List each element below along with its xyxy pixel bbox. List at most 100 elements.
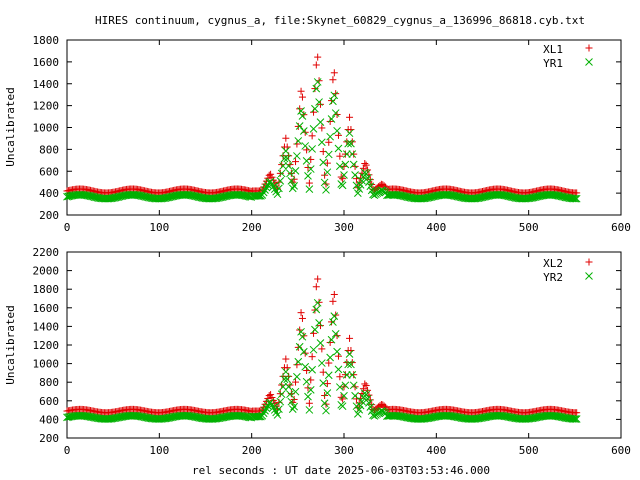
data-point-cross [309, 125, 318, 133]
data-point-cross [347, 139, 355, 148]
y-tick-label: 1600 [33, 302, 60, 315]
data-point-plus [312, 61, 320, 69]
data-point-cross [347, 360, 355, 369]
data-point-cross [329, 318, 337, 326]
legend-label-yr1: YR1 [543, 57, 563, 70]
y-tick-label: 800 [39, 376, 59, 389]
data-point-cross [348, 371, 357, 379]
x-tick-label: 500 [519, 221, 539, 234]
data-point-cross [266, 177, 275, 186]
data-point-cross [572, 194, 581, 203]
data-point-cross [349, 381, 358, 390]
data-point-cross [319, 158, 328, 167]
data-point-cross [362, 390, 371, 399]
data-point-plus [323, 159, 331, 167]
data-point-cross [571, 415, 580, 423]
data-point-cross [363, 174, 372, 182]
y-tick-label: 2000 [33, 265, 60, 278]
x-tick-label: 0 [64, 444, 71, 457]
data-point-plus [282, 355, 290, 363]
data-point-cross [353, 410, 362, 418]
data-point-plus [267, 170, 275, 178]
data-point-cross [330, 91, 339, 100]
data-point-plus [282, 134, 290, 142]
top-axis-ticks: 0 100 200 300 400 500 600 200 400 600 800 1000 1200 1… [33, 34, 631, 234]
data-point-plus [269, 396, 277, 404]
y-tick-label: 1400 [33, 78, 60, 91]
bottom-ylabel: Uncalibrated [4, 305, 17, 384]
data-point-cross [356, 401, 365, 410]
data-point-cross [284, 162, 293, 170]
data-point-cross [302, 157, 311, 165]
data-point-plus [326, 338, 334, 346]
data-point-cross [308, 365, 316, 374]
data-point-plus [341, 150, 349, 158]
data-point-plus [304, 163, 312, 171]
data-point-cross [276, 397, 285, 406]
data-point-plus [325, 138, 333, 146]
data-point-plus [330, 69, 338, 77]
data-point-cross [273, 411, 282, 419]
data-point-plus [361, 159, 369, 167]
data-point-cross [301, 142, 310, 150]
data-point-cross [342, 371, 351, 379]
x-tick-label: 200 [242, 221, 262, 234]
data-point-cross [262, 183, 271, 192]
data-point-cross [269, 403, 278, 412]
data-point-cross [277, 169, 286, 178]
data-point-plus [264, 394, 272, 402]
data-point-cross [355, 185, 364, 193]
data-point-cross [268, 180, 276, 189]
data-point-cross [290, 402, 298, 411]
data-point-plus [296, 105, 304, 113]
data-point-cross [262, 404, 271, 413]
data-point-cross [327, 335, 336, 344]
data-point-cross [351, 391, 359, 400]
data-point-cross [281, 147, 290, 155]
data-point-cross [304, 172, 312, 180]
data-point-plus [314, 275, 322, 283]
data-point-plus [314, 53, 322, 61]
legend-label-xl1: XL1 [543, 43, 563, 56]
bottom-panel: Uncalibrated 0 100 200 300 400 500 600 200 400 60… [4, 246, 631, 457]
data-point-cross [366, 182, 375, 191]
data-point-cross [356, 181, 365, 189]
data-point-plus [293, 361, 301, 369]
data-point-cross [305, 406, 314, 414]
y-tick-label: 1000 [33, 358, 60, 371]
data-point-cross [290, 182, 298, 190]
data-point-cross [261, 186, 269, 194]
data-point-cross [348, 150, 357, 158]
data-point-cross [338, 402, 347, 411]
data-point-cross [268, 401, 276, 409]
data-point-cross [570, 194, 578, 203]
data-point-cross [299, 127, 308, 135]
legend-label-yr2: YR2 [543, 271, 563, 284]
data-point-plus [316, 322, 324, 330]
data-point-plus [311, 85, 319, 93]
x-tick-label: 200 [242, 444, 262, 457]
data-point-cross [331, 330, 340, 338]
data-point-plus [304, 384, 312, 392]
data-point-cross [340, 391, 348, 400]
top-data-points [63, 44, 593, 203]
data-point-cross [279, 382, 287, 391]
data-point-plus [350, 371, 358, 379]
data-point-cross [269, 182, 278, 191]
data-point-cross [283, 154, 292, 163]
data-point-cross [358, 397, 366, 406]
y-tick-label: 1800 [33, 34, 60, 47]
data-point-cross [365, 178, 373, 186]
legend-marker-xl1 [585, 44, 593, 52]
data-point-cross [315, 98, 323, 106]
data-point-plus [325, 359, 333, 367]
data-point-plus [336, 373, 344, 381]
data-point-cross [297, 107, 305, 115]
y-tick-label: 1200 [33, 339, 60, 352]
data-point-cross [353, 189, 362, 197]
data-point-cross [259, 188, 268, 197]
data-point-plus [336, 152, 344, 160]
data-point-cross [291, 387, 300, 396]
data-point-cross [355, 405, 364, 414]
data-point-cross [301, 362, 310, 371]
